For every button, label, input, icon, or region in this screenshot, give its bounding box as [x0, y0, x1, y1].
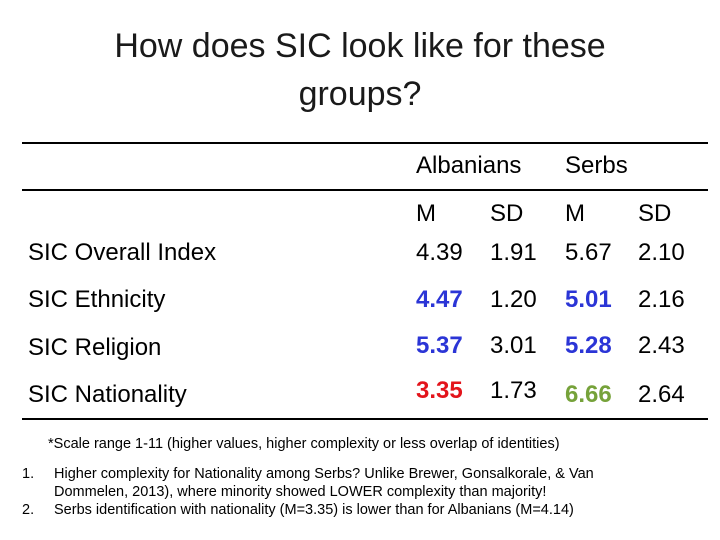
nationality-albanians-sd: 1.73 [490, 377, 537, 404]
note-item-2: 2. Serbs identification with nationality… [22, 501, 712, 519]
table-header-rule [22, 189, 708, 191]
ethnicity-serbs-sd: 2.16 [638, 286, 685, 313]
note-item-1: 1. Higher complexity for Nationality amo… [22, 465, 712, 501]
overall-serbs-sd: 2.10 [638, 239, 685, 266]
table-bottom-rule [22, 418, 708, 420]
overall-serbs-m: 5.67 [565, 239, 612, 266]
religion-albanians-sd: 3.01 [490, 332, 537, 359]
ethnicity-serbs-m: 5.01 [565, 286, 612, 313]
nationality-serbs-m: 6.66 [565, 381, 612, 408]
nationality-albanians-m: 3.35 [416, 377, 463, 404]
row-label-overall: SIC Overall Index [28, 239, 217, 266]
scale-footnote: *Scale range 1-11 (higher values, higher… [48, 436, 560, 452]
note-marker-2: 2. [22, 502, 35, 518]
note-2-line-1: Serbs identification with nationality (M… [54, 502, 574, 518]
title-line-2: groups? [298, 75, 422, 113]
ethnicity-albanians-sd: 1.20 [490, 286, 537, 313]
row-label-ethnicity: SIC Ethnicity [28, 286, 166, 313]
overall-albanians-m: 4.39 [416, 239, 463, 266]
nationality-serbs-sd: 2.64 [638, 381, 685, 408]
religion-albanians-m: 5.37 [416, 332, 463, 359]
table-top-rule [22, 142, 708, 144]
ethnicity-albanians-m: 4.47 [416, 286, 463, 313]
note-marker-1: 1. [22, 466, 35, 482]
religion-serbs-sd: 2.43 [638, 332, 685, 359]
row-label-nationality: SIC Nationality [28, 381, 187, 408]
group-header-albanians: Albanians [416, 152, 522, 179]
overall-albanians-sd: 1.91 [490, 239, 537, 266]
stat-header-albanians-m: M [416, 200, 436, 227]
notes-list: 1. Higher complexity for Nationality amo… [22, 465, 712, 519]
stat-header-serbs-sd: SD [638, 200, 672, 227]
stat-header-serbs-m: M [565, 200, 585, 227]
slide-title: How does SIC look like for these groups? [40, 22, 680, 118]
title-line-1: How does SIC look like for these [114, 27, 606, 65]
row-label-religion: SIC Religion [28, 334, 162, 361]
religion-serbs-m: 5.28 [565, 332, 612, 359]
note-1-line-1: Higher complexity for Nationality among … [54, 466, 594, 482]
note-1-line-2: Dommelen, 2013), where minority showed L… [54, 484, 547, 500]
group-header-serbs: Serbs [565, 152, 628, 179]
stat-header-albanians-sd: SD [490, 200, 524, 227]
